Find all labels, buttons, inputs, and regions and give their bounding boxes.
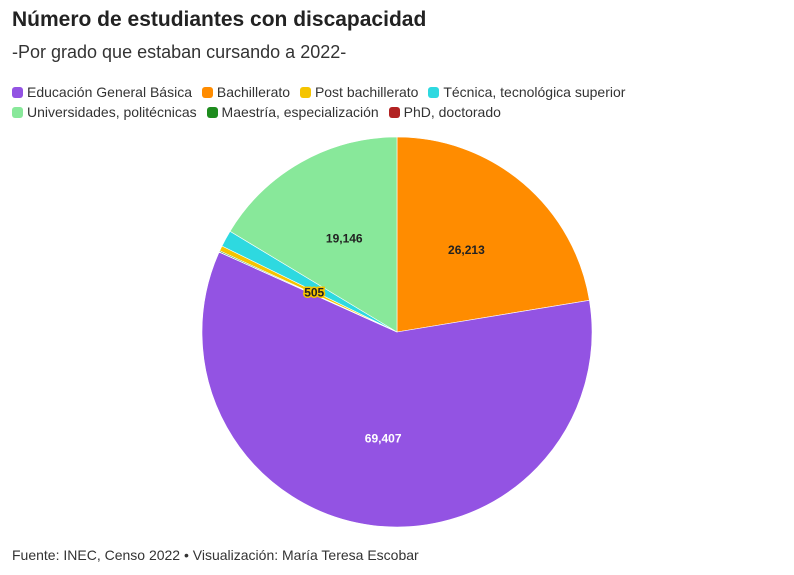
legend-swatch xyxy=(12,107,23,118)
pie-slice-universidades-politecnicas[interactable] xyxy=(229,136,398,333)
slice-data-label: 505 xyxy=(304,286,324,300)
slice-data-label: 19,146 xyxy=(326,232,363,246)
legend-item[interactable]: Post bachillerato xyxy=(299,83,419,102)
legend-swatch xyxy=(299,87,311,98)
legend-item[interactable]: Maestría, especialización xyxy=(206,103,379,122)
chart-subtitle: -Por grado que estaban cursando a 2022- xyxy=(12,42,347,62)
legend-swatch xyxy=(388,107,400,118)
legend-swatch xyxy=(201,87,213,98)
legend-label: Post bachillerato xyxy=(314,84,419,100)
legend-label: Universidades, politécnicas xyxy=(27,104,197,120)
legend-label: Técnica, tecnológica superior xyxy=(443,84,626,100)
footer-source: Fuente: INEC, Censo 2022 • Visualización… xyxy=(12,547,419,563)
legend-item[interactable]: Universidades, politécnicas xyxy=(12,103,197,122)
pie-slice-bachillerato[interactable] xyxy=(396,136,590,333)
legend-item[interactable]: Técnica, tecnológica superior xyxy=(428,83,625,102)
slice-data-label: 26,213 xyxy=(448,243,485,257)
pie-slice-educacion-general-basica[interactable] xyxy=(201,251,593,528)
legend-item[interactable]: Educación General Básica xyxy=(12,83,192,102)
legend-label: PhD, doctorado xyxy=(403,104,501,120)
legend-item[interactable]: PhD, doctorado xyxy=(388,103,501,122)
legend-label: Bachillerato xyxy=(216,84,291,100)
legend-swatch xyxy=(12,87,23,98)
legend-swatch xyxy=(206,107,218,118)
legend-swatch xyxy=(428,87,440,98)
legend: Educación General Básica Bachillerato Po… xyxy=(12,83,712,123)
slice-data-label: 69,407 xyxy=(365,431,402,445)
legend-label: Maestría, especialización xyxy=(221,104,379,120)
legend-label: Educación General Básica xyxy=(27,84,192,100)
chart-title: Número de estudiantes con discapacidad xyxy=(12,8,427,31)
legend-item[interactable]: Bachillerato xyxy=(201,83,291,102)
